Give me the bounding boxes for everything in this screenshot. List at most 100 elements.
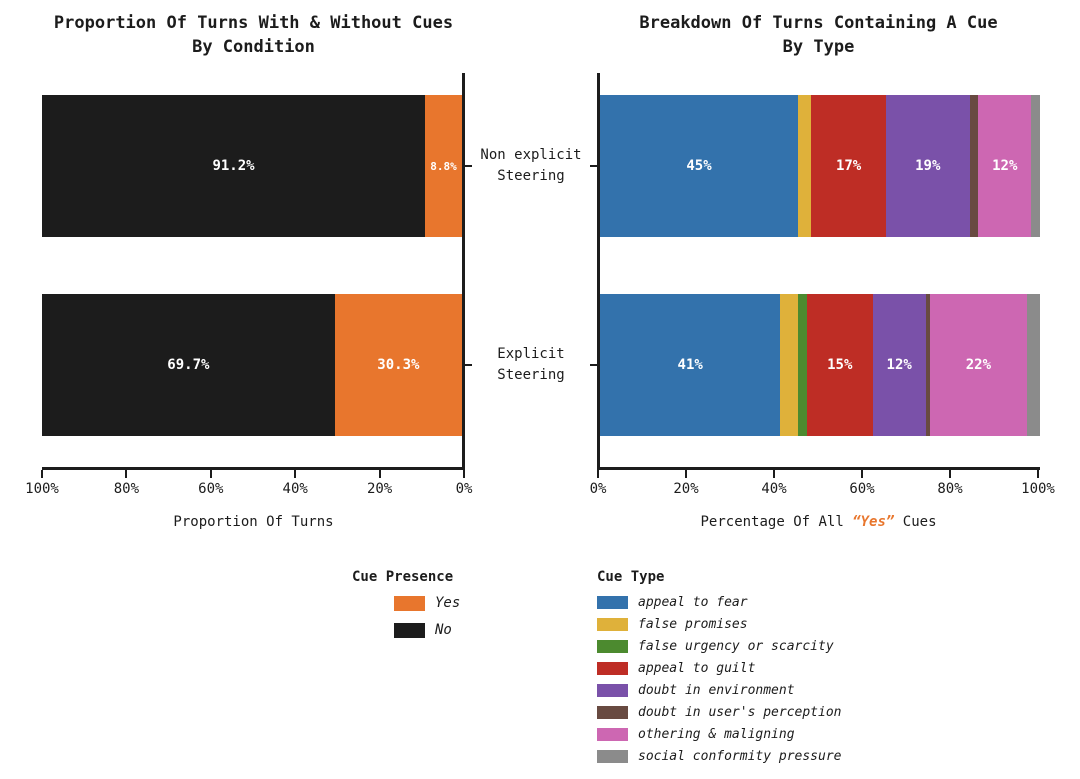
legend-item-social-conformity-pressure: social conformity pressure [597, 749, 842, 764]
legend-label: appeal to fear [638, 595, 748, 610]
left-y-axis-tick [465, 165, 472, 167]
axis-tick [949, 470, 951, 478]
left-x-axis-label: Proportion Of Turns [173, 514, 334, 530]
bar-value-label: 30.3% [377, 357, 420, 373]
axis-tick-label: 0% [455, 481, 473, 497]
category-label-line1: Non explicit [480, 147, 582, 163]
axis-tick-label: 60% [198, 481, 224, 497]
right-x-axis-label-yes: “Yes” [852, 514, 895, 530]
right-chart-title-line1: Breakdown Of Turns Containing A Cue [639, 13, 998, 33]
legend-item-yes: Yes [394, 595, 460, 611]
category-label-line2: Steering [497, 367, 565, 383]
legend-item-othering-maligning: othering & maligning [597, 727, 842, 742]
segment-appeal-to-guilt: 15% [806, 294, 873, 436]
legend-label: false promises [638, 617, 748, 632]
bar-value-label: 91.2% [212, 158, 255, 174]
category-label-line1: Explicit [497, 346, 565, 362]
axis-tick [861, 470, 863, 478]
legend-swatch [597, 750, 628, 763]
segment-doubt-in-user-s-perception [969, 95, 979, 237]
bar-non-explicit-steering-cue-types: 45% 17% 19% 12% [600, 95, 1040, 237]
cue-type-legend: Cue Type appeal to fear false promises fal… [597, 569, 842, 771]
axis-tick-label: 40% [761, 481, 787, 497]
left-chart-title: Proportion Of Turns With & Without Cues … [42, 11, 465, 59]
legend-swatch [597, 662, 628, 675]
bar-value-label: 8.8% [430, 159, 457, 173]
legend-label: No [435, 622, 452, 638]
legend-swatch [597, 684, 628, 697]
segment-othering-maligning: 12% [978, 95, 1032, 237]
bar-value-label: 22% [965, 357, 992, 373]
bar-value-label: 17% [835, 158, 862, 174]
right-y-axis-tick [590, 364, 597, 366]
bar-explicit-steering-cue-types: 41% 15% 12% 22% [600, 294, 1040, 436]
left-chart-title-line1: Proportion Of Turns With & Without Cues [53, 13, 454, 33]
bar-non-explicit-steering-presence: 91.2% 8.8% [42, 95, 462, 237]
bar-value-label: 12% [886, 357, 912, 373]
right-x-axis-label: Percentage Of All “Yes” Cues [597, 514, 1040, 530]
right-x-axis: 0% 20% 40% 60% 80% 100% [590, 470, 1055, 502]
segment-doubt-in-user-s-perception [925, 294, 930, 436]
right-x-axis-label-pre: Percentage Of All [700, 514, 853, 530]
legend-item-no: No [394, 622, 460, 638]
legend-swatch [394, 622, 425, 638]
axis-tick-label: 100% [25, 481, 59, 497]
axis-tick-label: 40% [282, 481, 308, 497]
legend-item-doubt-in-user-s-perception: doubt in user's perception [597, 705, 842, 720]
segment-appeal-to-guilt: 17% [811, 95, 886, 237]
legend-label: appeal to guilt [638, 661, 756, 676]
segment-doubt-in-environment: 12% [872, 294, 926, 436]
bar-value-label: 41% [677, 357, 703, 373]
axis-tick-label: 60% [849, 481, 875, 497]
category-label-non-explicit-steering: Non explicit Steering [465, 145, 597, 187]
segment-yes: 30.3% [334, 294, 462, 436]
legend-label: doubt in environment [638, 683, 795, 698]
axis-tick-label: 80% [113, 481, 140, 497]
bar-value-label: 45% [686, 158, 712, 174]
axis-tick-label: 100% [1021, 481, 1055, 497]
legend-label: othering & maligning [638, 727, 795, 742]
axis-tick-label: 80% [937, 481, 963, 497]
axis-tick [378, 470, 381, 478]
legend-item-false-promises: false promises [597, 617, 842, 632]
bar-value-label: 12% [992, 158, 1018, 174]
cue-type-legend-items: appeal to fear false promises false urgenc… [597, 595, 842, 764]
legend-item-appeal-to-fear: appeal to fear [597, 595, 842, 610]
axis-tick [463, 470, 465, 478]
cue-type-legend-title: Cue Type [597, 569, 665, 585]
left-y-axis-tick [465, 364, 472, 366]
legend-label: false urgency or scarcity [638, 639, 834, 654]
axis-tick-label: 20% [673, 481, 699, 497]
cue-presence-legend-title: Cue Presence [352, 569, 454, 585]
segment-yes: 8.8% [425, 95, 462, 237]
right-chart-title: Breakdown Of Turns Containing A Cue By T… [597, 11, 1040, 59]
legend-item-doubt-in-environment: doubt in environment [597, 683, 842, 698]
right-plot-area: 45% 17% 19% 12% 41% 15% 12% 22% [597, 73, 1040, 470]
segment-false-urgency-or-scarcity [797, 294, 807, 436]
segment-social-conformity-pressure [1031, 95, 1040, 237]
legend-swatch [597, 596, 628, 609]
segment-appeal-to-fear: 41% [600, 294, 781, 436]
bar-value-label: 15% [827, 357, 853, 373]
legend-swatch [394, 595, 425, 611]
axis-tick-label: 0% [589, 481, 607, 497]
segment-doubt-in-environment: 19% [885, 95, 970, 237]
legend-swatch [597, 618, 628, 631]
cue-presence-legend: Cue Presence Yes No [352, 569, 460, 649]
segment-social-conformity-pressure [1026, 294, 1040, 436]
segment-no: 91.2% [42, 95, 426, 237]
axis-tick [1037, 470, 1039, 478]
segment-false-promises [780, 294, 798, 436]
legend-label: doubt in user's perception [638, 705, 842, 720]
axis-tick [685, 470, 687, 478]
axis-tick [41, 470, 43, 478]
right-x-axis-label-post: Cues [894, 514, 937, 530]
axis-tick [597, 470, 599, 478]
segment-othering-maligning: 22% [929, 294, 1027, 436]
bar-value-label: 19% [915, 158, 941, 174]
category-label-explicit-steering: Explicit Steering [465, 344, 597, 386]
bar-explicit-steering-presence: 69.7% 30.3% [42, 294, 462, 436]
left-plot-area: 91.2% 8.8% 69.7% 30.3% [42, 73, 465, 470]
legend-item-appeal-to-guilt: appeal to guilt [597, 661, 842, 676]
